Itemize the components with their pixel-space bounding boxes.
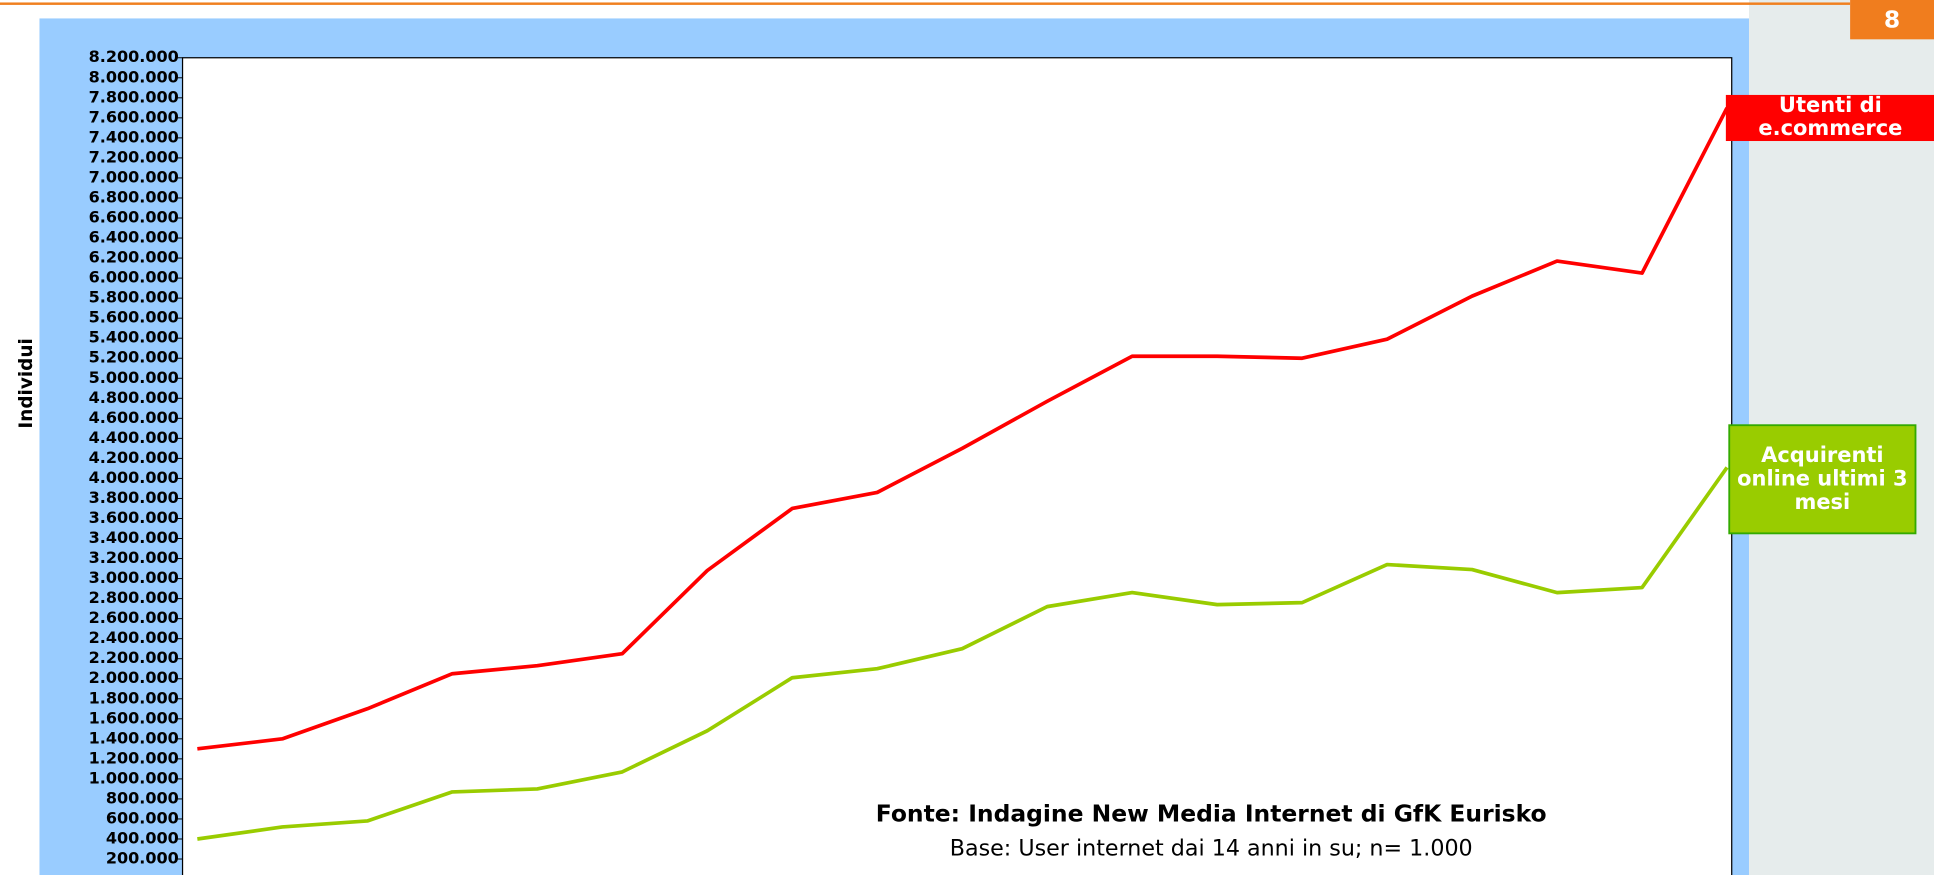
y-tick-label: 2.800.000 — [89, 588, 179, 607]
y-tick-label: 200.000 — [106, 849, 179, 868]
y-tick-label: 2.200.000 — [89, 648, 179, 667]
legend-box — [1728, 424, 1917, 535]
y-tick-label: 800.000 — [106, 788, 179, 807]
y-tick-label: 2.400.000 — [89, 628, 179, 647]
y-tick-label: 3.800.000 — [89, 488, 179, 507]
legend-box — [1725, 94, 1934, 142]
source: Fonte: Indagine New Media Internet di Gf… — [876, 799, 1547, 827]
plot — [197, 106, 1729, 841]
y-tick-label: 3.200.000 — [89, 548, 179, 567]
legend-entry: Utenti di e.commerce — [1758, 95, 1903, 141]
page-number-box — [1850, 0, 1934, 40]
y-tick-label: 1.800.000 — [89, 688, 179, 707]
y-tick-label: 8.200.000 — [89, 47, 179, 66]
y-tick-label: 3.400.000 — [89, 528, 179, 547]
y-tick-label: 1.400.000 — [89, 728, 179, 747]
legend-entry: Acquirenti online ultimi 3 mesi — [1737, 443, 1908, 515]
y-tick-label: 7.800.000 — [89, 87, 179, 106]
y-tick-label: 6.400.000 — [89, 228, 179, 247]
y-tick-label: 400.000 — [106, 829, 179, 848]
y-tick-label: 5.200.000 — [89, 348, 179, 367]
y-tick-label: 4.000.000 — [89, 468, 179, 487]
legend-label: Acquirenti online ultimi 3 mesi — [1737, 443, 1908, 515]
y-tick-label: 7.000.000 — [89, 167, 179, 186]
y-tick-label: 5.000.000 — [89, 368, 179, 387]
y-tick-label: 1.200.000 — [89, 748, 179, 767]
top-rule — [0, 2, 1851, 5]
series-line — [197, 106, 1729, 751]
plot-area — [181, 57, 1733, 875]
y-tick-label: 6.800.000 — [89, 188, 179, 207]
y-tick-label: 8.000.000 — [89, 67, 179, 86]
y-axis-title: Individui — [16, 338, 37, 428]
y-tick-label: 7.200.000 — [89, 147, 179, 166]
y-tick-label: 6.600.000 — [89, 208, 179, 227]
y-tick-label: 5.800.000 — [89, 288, 179, 307]
y-tick-label: 7.600.000 — [89, 107, 179, 126]
series-line — [197, 466, 1729, 841]
y-tick-label: 1.000.000 — [89, 768, 179, 787]
y-tick-label: 4.800.000 — [89, 388, 179, 407]
y-tick-label: 7.400.000 — [89, 127, 179, 146]
y-tick-label: 6.000.000 — [89, 268, 179, 287]
y-tick-label: 3.600.000 — [89, 508, 179, 527]
y-tick-label: 6.200.000 — [89, 248, 179, 267]
y-tick-label: 600.000 — [106, 808, 179, 827]
y-tick-label: 3.000.000 — [89, 568, 179, 587]
y-tick-label: 5.600.000 — [89, 308, 179, 327]
y-tick-label: 4.200.000 — [89, 448, 179, 467]
page-number: 8 — [1884, 5, 1900, 33]
base-note: Base: User internet dai 14 anni in su; n… — [950, 836, 1473, 862]
y-tick-label: 5.400.000 — [89, 328, 179, 347]
y-tick-label: 2.000.000 — [89, 668, 179, 687]
y-tick-label: 4.400.000 — [89, 428, 179, 447]
legend-label: Utenti di e.commerce — [1758, 95, 1903, 141]
y-tick-label: 2.600.000 — [89, 608, 179, 627]
y-tick-label: 4.600.000 — [89, 408, 179, 427]
y-tick-label: 1.600.000 — [89, 708, 179, 727]
